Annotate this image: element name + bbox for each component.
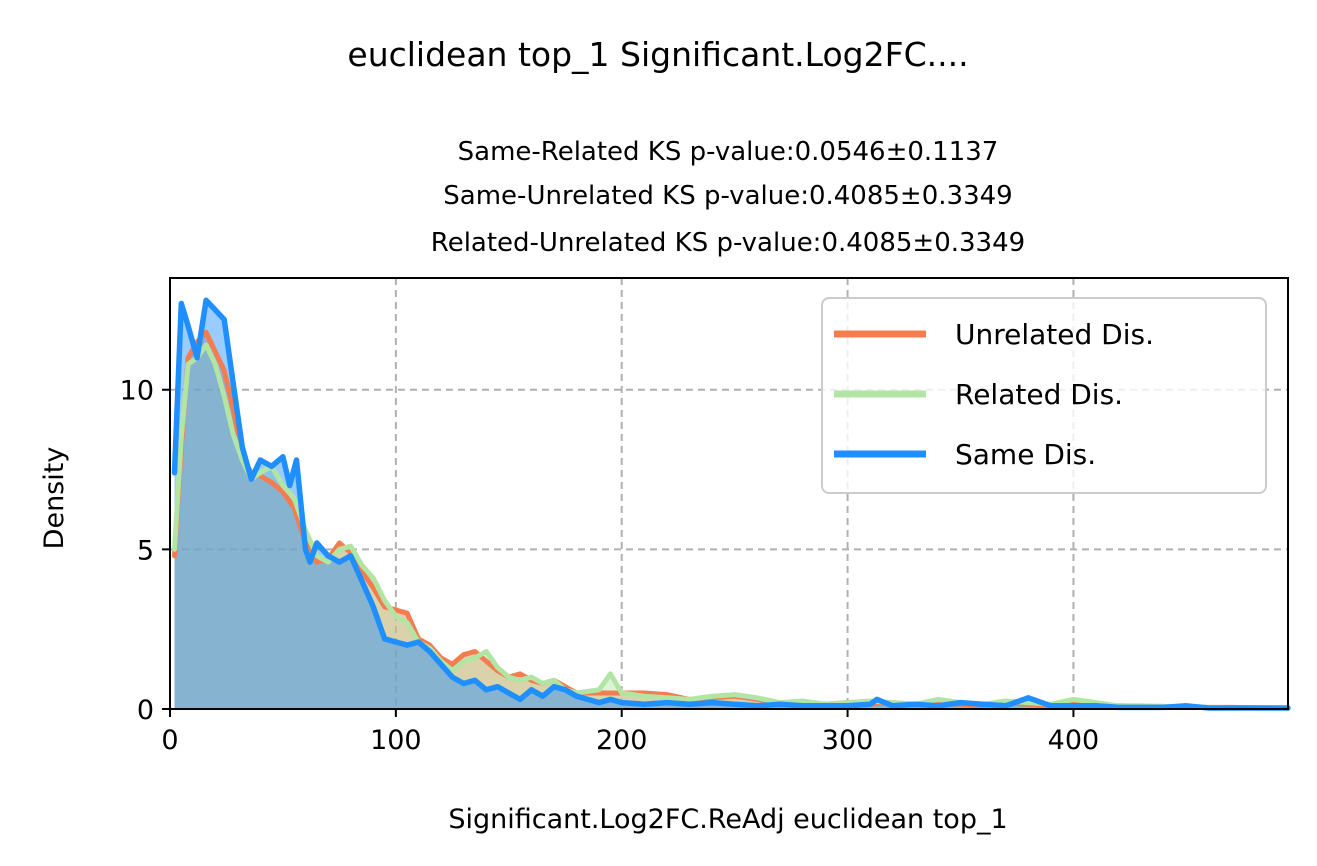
legend: Unrelated Dis. Related Dis. Same Dis. <box>821 297 1267 494</box>
density-lines <box>171 297 1291 711</box>
grid-lines <box>170 278 1288 709</box>
x-tick-label: 300 <box>822 725 874 756</box>
y-axis-label: Density <box>39 447 70 550</box>
legend-label-unrelated-dis: Unrelated Dis. <box>955 318 1154 351</box>
axes: 0 100 200 300 400 0 5 10 <box>120 277 1289 756</box>
x-tick-label: 0 <box>161 725 178 756</box>
x-tick-label: 200 <box>596 725 648 756</box>
ks-line-same-unrelated: Same-Unrelated KS p-value:0.4085±0.3349 <box>443 181 1012 211</box>
figure-suptitle: euclidean top_1 Significant.Log2FC.... <box>347 35 968 74</box>
legend-label-same-dis: Same Dis. <box>955 438 1096 471</box>
legend-frame <box>821 297 1267 494</box>
line-related-dis <box>172 342 1291 711</box>
area-same-dis <box>174 300 1288 709</box>
x-tick-label: 100 <box>370 725 422 756</box>
y-tick-label: 5 <box>137 535 154 566</box>
plot-frame <box>169 277 1289 710</box>
x-tick-label: 400 <box>1048 725 1100 756</box>
x-axis-label: Significant.Log2FC.ReAdj euclidean top_1 <box>448 804 1007 835</box>
density-areas <box>174 300 1288 709</box>
line-same-dis <box>171 297 1291 711</box>
ks-line-related-unrelated: Related-Unrelated KS p-value:0.4085±0.33… <box>431 228 1025 258</box>
area-unrelated-dis <box>174 332 1288 709</box>
ks-line-same-related: Same-Related KS p-value:0.0546±0.1137 <box>458 137 999 167</box>
y-tick-label: 10 <box>120 376 154 407</box>
legend-label-related-dis: Related Dis. <box>955 378 1123 411</box>
area-related-dis <box>174 345 1288 709</box>
y-tick-label: 0 <box>137 695 154 726</box>
